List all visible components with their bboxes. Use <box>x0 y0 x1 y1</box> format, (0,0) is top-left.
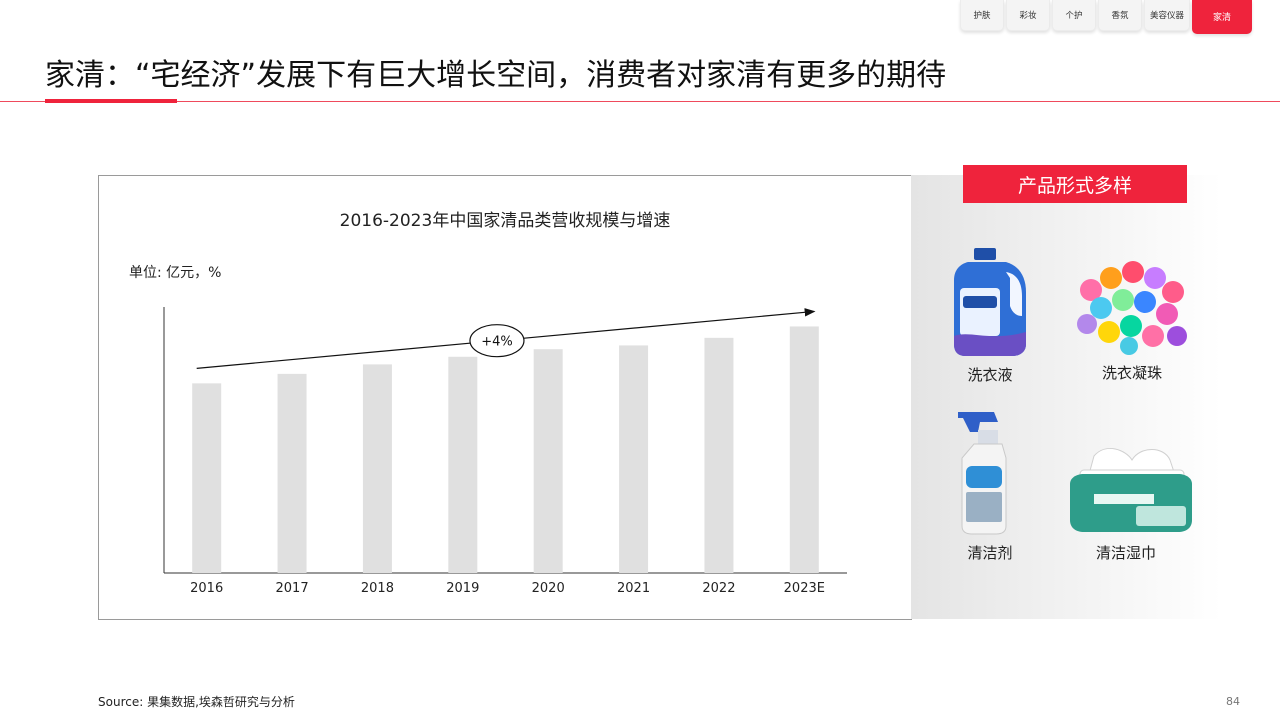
product-spray-cleaner: 清洁剂 <box>930 408 1050 563</box>
tab-skincare[interactable]: 护肤 <box>960 0 1004 31</box>
tab-personal-care[interactable]: 个护 <box>1052 0 1096 31</box>
category-tabs: 护肤 彩妆 个护 香氛 美容仪器 家清 <box>958 0 1252 34</box>
products-heading: 产品形式多样 <box>963 165 1187 203</box>
tab-beauty-devices[interactable]: 美容仪器 <box>1144 0 1190 31</box>
spray-cleaner-bottle-icon <box>958 412 1007 535</box>
wet-wipes-pack-icon <box>1070 447 1192 532</box>
product-name: 洗衣凝珠 <box>1101 364 1162 382</box>
x-tick-label: 2018 <box>361 581 394 596</box>
tab-makeup[interactable]: 彩妆 <box>1006 0 1050 31</box>
product-laundry-detergent: 洗衣液 <box>930 246 1050 385</box>
title-accent-bar <box>45 99 177 103</box>
tab-fragrance[interactable]: 香氛 <box>1098 0 1142 31</box>
x-tick-label: 2022 <box>702 581 735 596</box>
product-name: 清洁剂 <box>967 544 1013 562</box>
chart-container: 2016-2023年中国家清品类营收规模与增速 单位: 亿元，% 2016 201… <box>98 175 912 620</box>
tab-home-cleaning[interactable]: 家清 <box>1192 0 1252 34</box>
bar-2018 <box>362 364 392 573</box>
page-title: 家清：“宅经济”发展下有巨大增长空间，消费者对家清有更多的期待 <box>45 58 947 93</box>
growth-rate-label: +4% <box>481 335 513 350</box>
x-tick-label: 2020 <box>532 581 565 596</box>
x-tick-label: 2021 <box>617 581 650 596</box>
page-number: 84 <box>1226 695 1240 708</box>
bar-2016 <box>192 383 222 573</box>
x-tick-label: 2016 <box>190 581 223 596</box>
x-tick-label: 2023E <box>784 581 825 596</box>
bar-2021 <box>619 345 649 573</box>
source-note: Source: 果集数据,埃森哲研究与分析 <box>98 695 295 709</box>
product-laundry-pods: 洗衣凝珠 <box>1072 260 1192 383</box>
revenue-bar-chart: 2016 2017 2018 2019 2020 2021 2022 2023E +4% <box>163 307 847 596</box>
product-name: 洗衣液 <box>967 366 1013 384</box>
growth-rate-bubble <box>469 324 525 358</box>
bar-2022 <box>704 337 734 573</box>
x-tick-label: 2017 <box>276 581 309 596</box>
chart-unit-label: 单位: 亿元，% <box>129 265 222 281</box>
bar-2023E <box>789 326 819 573</box>
bar-2019 <box>448 356 478 573</box>
product-wet-wipes: 清洁湿巾 <box>1066 440 1192 563</box>
title-divider <box>0 101 1280 102</box>
chart-title: 2016-2023年中国家清品类营收规模与增速 <box>339 211 671 231</box>
bar-2020 <box>533 349 563 573</box>
product-name: 清洁湿巾 <box>1095 544 1156 562</box>
products-panel <box>911 175 1222 619</box>
bar-2017 <box>277 373 307 573</box>
laundry-detergent-bottle-icon <box>954 248 1026 356</box>
laundry-pods-icon <box>1077 261 1187 355</box>
x-tick-label: 2019 <box>446 581 479 596</box>
